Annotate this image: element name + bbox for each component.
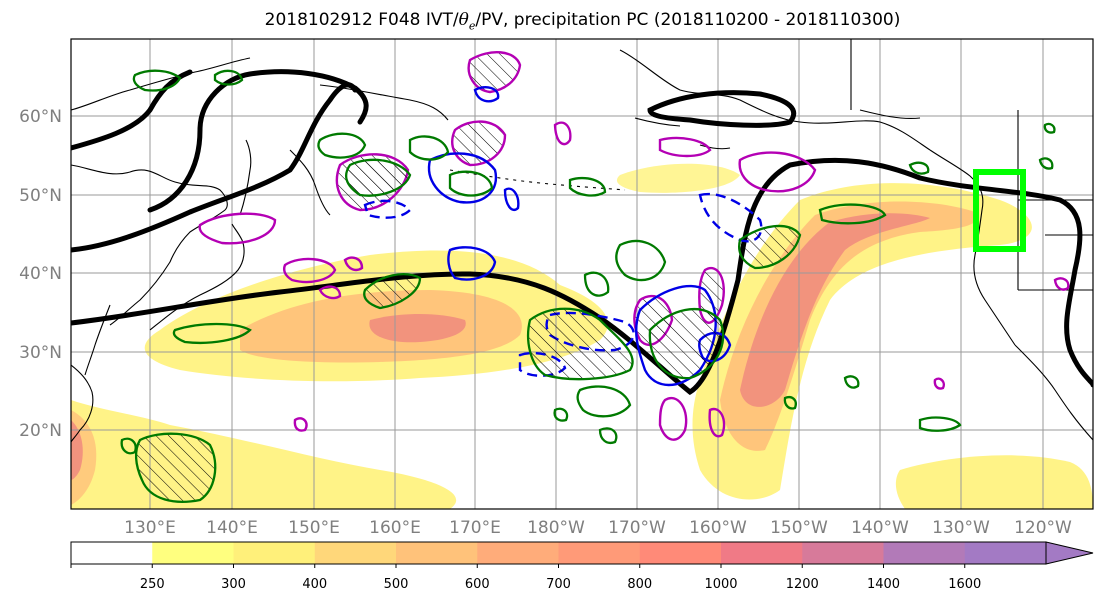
theta-e-northwest-loop: [71, 69, 193, 151]
map-area[interactable]: [71, 39, 1093, 509]
lon-label: 160°E: [369, 518, 421, 538]
neg-pv-dashed-4: [363, 199, 412, 219]
colorbar-labels: 250 300 400 500 600 700 800 1000 1200 1400 1600: [70, 564, 981, 592]
colorbar-extend-arrow: [1045, 541, 1094, 565]
colorbar-label: 600: [465, 577, 490, 592]
colorbar-segment: [314, 542, 397, 564]
colorbar-label: 300: [221, 577, 246, 592]
colorbar-label: 1000: [704, 577, 737, 592]
lon-label: 140°W: [851, 518, 909, 538]
lat-label: 50°N: [19, 186, 62, 206]
title-theta: θ: [458, 10, 469, 30]
lon-label: 160°W: [689, 518, 747, 538]
colorbar-segment: [477, 542, 559, 564]
title-theta-sub: e: [468, 19, 476, 33]
longitude-labels: 130°E 140°E 150°E 160°E 170°E 180°W 170°…: [124, 518, 1072, 538]
precip-contours: [120, 69, 1056, 503]
title-suffix: /PV, precipitation PC (2018110200 - 2018…: [475, 10, 901, 30]
colorbar-label: 1400: [867, 577, 900, 592]
lon-label: 180°W: [527, 518, 585, 538]
lat-label: 20°N: [19, 421, 62, 441]
ivt-north-low: [616, 163, 740, 193]
target-region-box: [973, 169, 1026, 252]
colorbar-label: 700: [546, 577, 571, 592]
northeast-asia-coast: [71, 57, 251, 111]
lon-label: 120°W: [1014, 518, 1072, 538]
colorbar-segment: [721, 542, 803, 564]
lon-label: 150°E: [288, 518, 340, 538]
colorbar-segment: [964, 542, 1047, 564]
colorbar-label: 800: [627, 577, 652, 592]
ivt-southwest-high: [71, 420, 83, 480]
ivt-north-pacific-high: [369, 314, 466, 343]
canada-islands: [634, 109, 921, 150]
colorbar-segment: [71, 542, 153, 564]
figure-title: 2018102912 F048 IVT/θe/PV, precipitation…: [0, 10, 1105, 32]
ivt-southeast-low: [895, 455, 1093, 509]
colorbar-segment: [558, 542, 641, 564]
coast-alaska: [619, 49, 931, 151]
colorbar: 250 300 400 500 600 700 800 1000 1200 1400 1600: [70, 541, 1094, 592]
colorbar-label: 500: [384, 577, 409, 592]
colorbar-segment: [639, 542, 722, 564]
aleutian-islands: [449, 169, 626, 191]
colorbar-segment: [233, 542, 316, 564]
lon-label: 150°W: [770, 518, 828, 538]
coast-china: [71, 364, 94, 443]
lat-label: 60°N: [19, 107, 62, 127]
coast-us-west: [1014, 344, 1093, 441]
lon-label: 170°E: [449, 518, 501, 538]
lon-label: 140°E: [206, 518, 258, 538]
colorbar-segment: [802, 542, 884, 564]
theta-e-northwest: [71, 82, 358, 253]
lon-label: 170°W: [608, 518, 666, 538]
latitude-labels: 60°N 50°N 40°N 30°N 20°N: [19, 107, 62, 441]
lon-label: 130°E: [124, 518, 176, 538]
coast-sakhalin: [239, 139, 252, 216]
colorbar-segment: [152, 542, 234, 564]
colorbar-label: 400: [302, 577, 327, 592]
map-background: [71, 39, 1093, 509]
title-prefix: 2018102912 F048 IVT/: [264, 10, 459, 30]
lat-label: 30°N: [19, 343, 62, 363]
lon-label: 130°W: [932, 518, 990, 538]
colorbar-segment: [883, 542, 966, 564]
colorbar-segment: [396, 542, 478, 564]
theta-e-north-alaska: [647, 90, 797, 128]
lat-label: 40°N: [19, 264, 62, 284]
colorbar-segments: [71, 542, 1047, 564]
colorbar-label: 250: [140, 577, 165, 592]
theta-e-arctic: [147, 69, 369, 213]
map-frame: [70, 38, 1094, 510]
colorbar-label: 1200: [786, 577, 819, 592]
colorbar-label: 1600: [948, 577, 981, 592]
ivt-central-river-high: [740, 213, 930, 407]
coast-asia: [71, 164, 228, 326]
